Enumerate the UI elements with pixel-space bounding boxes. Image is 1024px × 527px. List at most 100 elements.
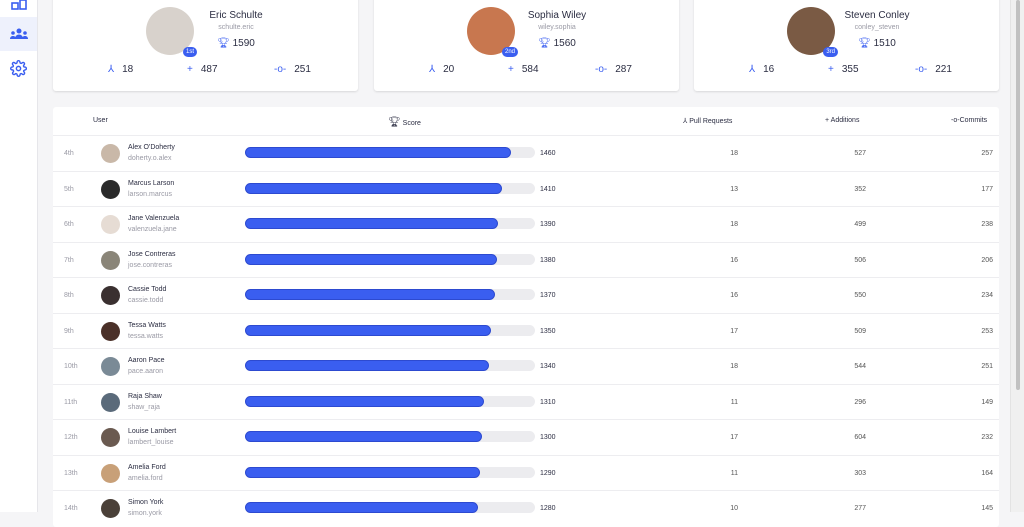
pull-requests-value: 13 bbox=[730, 185, 738, 193]
leaderboard-table: User 🏆︎ Score ⅄ Pull Requests + Addition… bbox=[53, 107, 999, 527]
additions-value: 527 bbox=[854, 150, 866, 157]
score-bar-fill bbox=[245, 360, 490, 371]
additions-value: 550 bbox=[854, 292, 866, 299]
sidebar-item-dashboard[interactable] bbox=[0, 0, 37, 20]
scrollbar-thumb[interactable] bbox=[1016, 0, 1020, 390]
avatar bbox=[101, 250, 120, 270]
pull-requests-value: 18 bbox=[730, 221, 738, 228]
table-row[interactable]: 4th Alex O'Doherty doherty.o.alex 1460 1… bbox=[53, 135, 999, 171]
header-additions-label: Additions bbox=[830, 117, 860, 124]
table-row[interactable]: 6th Jane Valenzuela valenzuela.jane 1390… bbox=[53, 206, 999, 242]
score: 🏆︎ 1560 bbox=[497, 38, 617, 49]
place-badge: 2nd bbox=[501, 47, 518, 57]
score-bar-fill bbox=[245, 324, 492, 336]
commit-icon: -o- bbox=[915, 64, 928, 75]
commits-value: 145 bbox=[981, 505, 993, 512]
table-row[interactable]: 9th Tessa Watts tessa.watts 1350 17 509 … bbox=[53, 312, 999, 349]
table-row[interactable]: 14th Simon York simon.york 1280 10 277 1… bbox=[53, 490, 999, 526]
score-value: 1460 bbox=[540, 150, 556, 157]
username: pace.aaron bbox=[128, 368, 164, 375]
user-name: Sophia Wiley bbox=[527, 10, 587, 21]
gear-icon bbox=[10, 59, 27, 77]
plus-icon: + bbox=[187, 64, 193, 75]
table-row[interactable]: 10th Aaron Pace pace.aaron 1340 18 544 2… bbox=[53, 348, 999, 384]
sidebar-item-team[interactable] bbox=[0, 17, 37, 51]
commit-icon: -o- bbox=[274, 64, 287, 75]
header-commits[interactable]: -o-Commits bbox=[951, 117, 987, 124]
username: conley_steven bbox=[854, 24, 900, 31]
score-bar bbox=[245, 182, 535, 194]
table-row[interactable]: 8th Cassie Todd cassie.todd 1370 16 550 … bbox=[53, 277, 999, 313]
commit-icon: -o- bbox=[951, 117, 960, 124]
header-additions[interactable]: + Additions bbox=[825, 117, 859, 124]
username: shaw_raja bbox=[128, 403, 160, 411]
additions-value: 544 bbox=[854, 363, 866, 370]
score-bar-fill bbox=[245, 253, 497, 265]
additions-value: 506 bbox=[854, 256, 866, 264]
avatar bbox=[101, 392, 120, 412]
pull-requests-value: 11 bbox=[730, 469, 738, 477]
score: 🏆︎ 1510 bbox=[817, 38, 937, 49]
score-bar bbox=[245, 324, 535, 336]
score-value: 1510 bbox=[873, 38, 896, 49]
avatar bbox=[101, 144, 120, 163]
dashboard-icon bbox=[10, 0, 27, 10]
user-name: Raja Shaw bbox=[128, 392, 162, 400]
table-row[interactable]: 13th Amelia Ford amelia.ford 1290 11 303… bbox=[53, 454, 999, 491]
table-row[interactable]: 5th Marcus Larson larson.marcus 1410 13 … bbox=[53, 170, 999, 207]
score-bar-fill bbox=[245, 182, 503, 194]
commits-value: 238 bbox=[981, 221, 993, 228]
additions-value: 355 bbox=[841, 64, 859, 75]
commits-value: 206 bbox=[981, 256, 993, 264]
additions-value: 584 bbox=[521, 64, 539, 75]
commits-value: 221 bbox=[935, 64, 952, 75]
commits-value: 287 bbox=[615, 64, 632, 75]
podium-card[interactable]: 2nd Sophia Wiley wiley.sophia 🏆︎ 1560 ⅄ 2… bbox=[374, 0, 679, 91]
score-bar-fill bbox=[245, 147, 512, 158]
additions-value: 499 bbox=[854, 221, 866, 228]
user-name: Jane Valenzuela bbox=[128, 215, 180, 222]
trophy-icon: 🏆︎ bbox=[388, 117, 401, 128]
score-value: 1340 bbox=[540, 363, 556, 370]
pr-value: 20 bbox=[443, 64, 455, 75]
additions-value: 352 bbox=[854, 185, 866, 193]
place-badge: 1st bbox=[182, 47, 197, 57]
score-value: 1590 bbox=[232, 38, 255, 49]
score-value: 1370 bbox=[540, 292, 556, 299]
score-bar bbox=[245, 218, 535, 229]
trophy-icon: 🏆︎ bbox=[858, 38, 871, 49]
scrollbar[interactable] bbox=[1010, 0, 1024, 512]
additions-value: 296 bbox=[854, 398, 866, 406]
table-row[interactable]: 7th Jose Contreras jose.contreras 1380 1… bbox=[53, 241, 999, 278]
commits-value: 149 bbox=[981, 398, 993, 406]
user-name: Jose Contreras bbox=[128, 250, 176, 258]
header-user[interactable]: User bbox=[93, 117, 108, 124]
stat-additions: +584 bbox=[508, 64, 539, 75]
score-bar-fill bbox=[245, 218, 499, 229]
rank: 4th bbox=[64, 150, 74, 157]
plus-icon: + bbox=[825, 117, 830, 124]
score-bar bbox=[245, 147, 535, 158]
rank: 8th bbox=[64, 292, 74, 299]
additions-value: 277 bbox=[854, 505, 866, 512]
commits-value: 164 bbox=[981, 469, 993, 477]
sidebar-item-settings[interactable] bbox=[0, 51, 37, 85]
header-score[interactable]: 🏆︎ Score bbox=[388, 117, 421, 128]
table-row[interactable]: 11th Raja Shaw shaw_raja 1310 11 296 149 bbox=[53, 383, 999, 420]
score-bar-fill bbox=[245, 289, 495, 300]
stat-pull-requests: ⅄ 20 bbox=[429, 64, 454, 75]
username: valenzuela.jane bbox=[128, 226, 177, 233]
rank: 10th bbox=[64, 363, 78, 370]
table-row[interactable]: 12th Louise Lambert lambert_louise 1300 … bbox=[53, 419, 999, 455]
podium-card[interactable]: 1st Eric Schulte schulte.eric 🏆︎ 1590 ⅄ 1… bbox=[53, 0, 358, 91]
username: larson.marcus bbox=[128, 190, 172, 198]
stat-additions: +355 bbox=[828, 64, 859, 75]
avatar bbox=[101, 286, 120, 305]
username: tessa.watts bbox=[128, 332, 164, 340]
podium-card[interactable]: 3rd Steven Conley conley_steven 🏆︎ 1510 … bbox=[694, 0, 999, 91]
commits-value: 257 bbox=[981, 150, 993, 157]
rank: 12th bbox=[64, 434, 78, 441]
header-pull-requests[interactable]: ⅄ Pull Requests bbox=[683, 117, 732, 125]
commits-value: 253 bbox=[981, 327, 993, 335]
score-value: 1300 bbox=[540, 434, 556, 441]
